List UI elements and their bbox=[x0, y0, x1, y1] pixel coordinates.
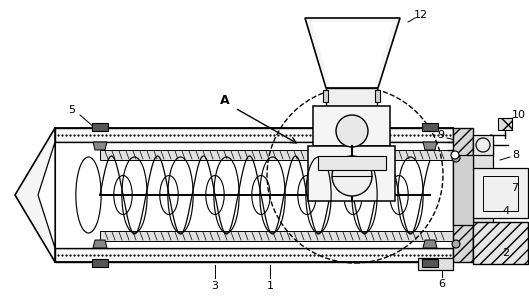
Polygon shape bbox=[423, 142, 437, 150]
Circle shape bbox=[451, 151, 459, 159]
Circle shape bbox=[332, 156, 372, 196]
Bar bbox=[326, 88, 377, 106]
Text: 6: 6 bbox=[439, 279, 445, 289]
Bar bbox=[92, 259, 108, 267]
Bar bbox=[100, 231, 453, 241]
Bar bbox=[473, 140, 493, 262]
Bar bbox=[92, 123, 108, 131]
Bar bbox=[308, 146, 395, 201]
Text: 4: 4 bbox=[503, 206, 509, 216]
Bar bbox=[453, 128, 473, 262]
Bar bbox=[422, 259, 438, 267]
Polygon shape bbox=[15, 128, 55, 262]
Bar bbox=[323, 90, 328, 102]
Bar bbox=[473, 222, 528, 264]
Text: A: A bbox=[220, 94, 230, 107]
Text: 8: 8 bbox=[513, 150, 519, 160]
Text: 3: 3 bbox=[212, 281, 218, 291]
Bar bbox=[318, 156, 386, 170]
Text: 1: 1 bbox=[267, 281, 273, 291]
Bar bbox=[422, 123, 438, 131]
Bar bbox=[55, 128, 453, 142]
Circle shape bbox=[476, 138, 490, 152]
Text: 10: 10 bbox=[512, 110, 526, 120]
Polygon shape bbox=[423, 240, 437, 248]
Bar bbox=[55, 248, 453, 262]
Polygon shape bbox=[93, 240, 107, 248]
Bar bbox=[418, 258, 453, 270]
Text: 9: 9 bbox=[437, 130, 444, 140]
Circle shape bbox=[452, 154, 460, 162]
Text: 2: 2 bbox=[503, 248, 509, 258]
Bar bbox=[375, 90, 380, 102]
Bar bbox=[473, 168, 528, 218]
Circle shape bbox=[336, 115, 368, 147]
Bar bbox=[55, 142, 453, 248]
Text: 12: 12 bbox=[414, 10, 428, 20]
Polygon shape bbox=[93, 142, 107, 150]
Bar bbox=[483, 176, 518, 211]
Circle shape bbox=[452, 240, 460, 248]
Bar bbox=[453, 155, 473, 225]
Bar bbox=[100, 150, 453, 160]
Bar bbox=[313, 106, 390, 146]
Bar bbox=[473, 135, 493, 155]
Text: 7: 7 bbox=[512, 183, 518, 193]
Bar bbox=[498, 118, 512, 130]
Text: 5: 5 bbox=[68, 105, 76, 115]
Polygon shape bbox=[305, 18, 400, 88]
Polygon shape bbox=[38, 142, 55, 248]
Polygon shape bbox=[312, 22, 393, 86]
